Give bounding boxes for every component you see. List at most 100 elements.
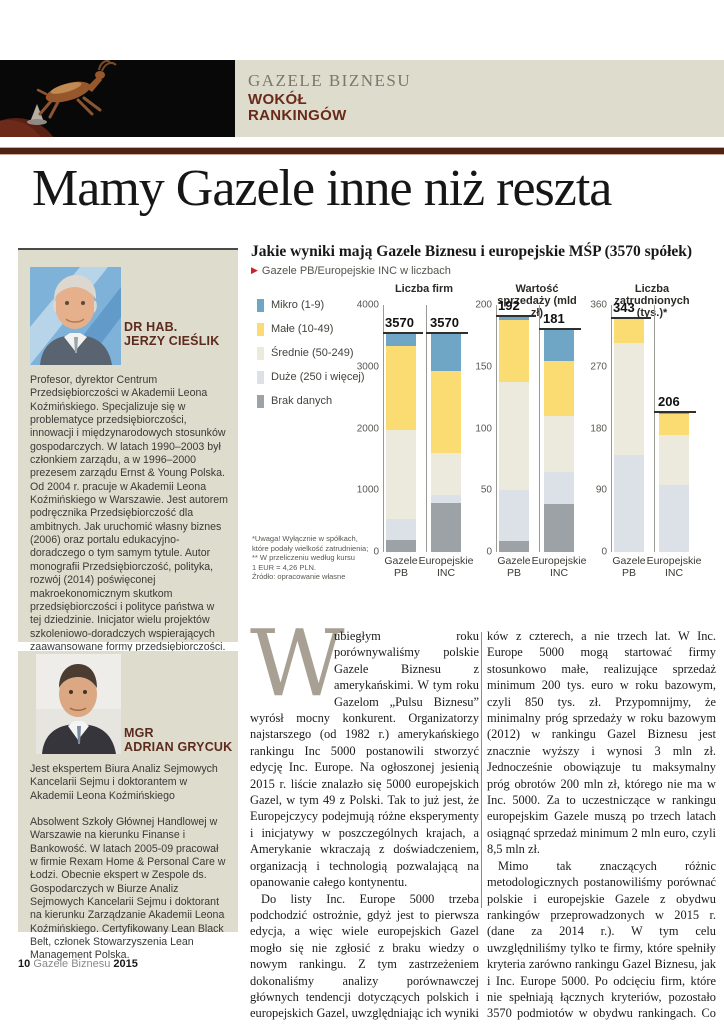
legend-swatch-male (257, 322, 264, 336)
section-title: WOKÓŁ RANKINGÓW (248, 92, 347, 124)
chart-title: Wartość sprzedaży (mld zł) (497, 283, 577, 319)
article-paragraph: Mimo tak znaczących różnic metodologiczn… (487, 858, 716, 1024)
author-portrait-icon (30, 267, 121, 365)
stacked-bar (659, 305, 689, 552)
stacked-bar (499, 305, 529, 552)
chart-wartosc-sprzedazy: Wartość sprzedaży (mld zł) 0 50 100 150 200 1… (465, 283, 586, 593)
bar-segment (386, 331, 416, 347)
legend-label: Mikro (1-9) (271, 299, 325, 311)
bar-value-label: 206 (658, 393, 680, 409)
bar-segment (386, 518, 416, 541)
stacked-bar (431, 305, 461, 552)
author-degree: DR HAB. (124, 320, 178, 334)
bar-segment (659, 414, 689, 435)
author-fullname: JERZY CIEŚLIK (124, 333, 220, 348)
x-axis-category-label: Gazele PB (384, 555, 418, 579)
legend-label: Średnie (50-249) (271, 347, 354, 359)
legend-label: Brak danych (271, 395, 333, 407)
legend-item: Mikro (1-9) (257, 293, 365, 317)
y-axis-tick-label: 90 (595, 484, 607, 496)
legend-swatch-duze (257, 370, 264, 384)
bar-value-label: 343 (613, 299, 635, 315)
legend-swatch-mikro (257, 298, 264, 312)
y-axis-tick-label: 4000 (356, 299, 379, 311)
legend-swatch-srednie (257, 346, 264, 360)
bar-segment (614, 342, 644, 456)
y-axis-tick-label: 0 (373, 546, 379, 558)
author-fullname: ADRIAN GRYCUK (124, 739, 233, 754)
y-axis-tick-label: 200 (475, 299, 492, 311)
page-title: Mamy Gazele inne niż reszta (32, 160, 612, 217)
y-axis-tick-label: 100 (475, 423, 492, 434)
author-degree: MGR (124, 726, 154, 740)
bar-value-label: 192 (498, 297, 520, 313)
article-paragraph: Do listy Inc. Europe 5000 trzeba podchod… (250, 891, 479, 1024)
bar-segment (431, 494, 461, 504)
section-line1: WOKÓŁ (248, 91, 307, 108)
chart-liczba-zatrudnionych: Liczba zatrudnionych (tys.)* 0 90 180 270 36… (580, 283, 701, 593)
y-axis-tick-label: 50 (480, 484, 492, 496)
bar-value-label: 3570 (385, 314, 414, 330)
legend-item: Brak danych (257, 389, 365, 413)
author-bio-text: Jest ekspertem Biura Analiz Sejmowych Ka… (30, 763, 218, 802)
chart-plot: 0 50 100 150 200 192 Gazele PB 181 Europejskie INC (465, 298, 586, 578)
y-axis-tick-label: 180 (590, 423, 607, 434)
bar-total-line (539, 328, 581, 331)
chart-legend: Mikro (1-9) Małe (10-49) Średnie (50-249… (257, 293, 365, 413)
bar-segment (499, 540, 529, 552)
y-axis-tick-label: 0 (486, 546, 492, 558)
infographic-subtitle: ▶ Gazele PB/Europejskie INC w liczbach (251, 265, 451, 277)
kicker: GAZELE BIZNESU (248, 71, 412, 90)
bar-segment (544, 416, 574, 472)
bar-axis-line (496, 305, 497, 552)
x-axis-category-label: Europejskie INC (418, 555, 474, 579)
bar-total-line (611, 316, 651, 319)
page-footer: 10 Gazele Biznesu 2015 (18, 958, 138, 970)
y-axis-tick-label: 270 (590, 361, 607, 373)
legend-label: Duże (250 i więcej) (271, 371, 365, 383)
author-bio-cieslik: DR HAB. JERZY CIEŚLIK Profesor, dyrektor… (18, 248, 238, 720)
bar-total-line (654, 410, 696, 413)
bar-axis-line (654, 305, 655, 552)
bar-segment (659, 434, 689, 485)
author-portrait-icon (36, 654, 121, 754)
x-axis-category-label: Gazele PB (612, 555, 646, 579)
dropcap: W (250, 610, 345, 717)
y-axis-tick-label: 150 (475, 361, 492, 373)
bar-segment (431, 503, 461, 552)
y-axis-tick-label: 3000 (356, 361, 379, 373)
stacked-bar (614, 305, 644, 552)
stacked-bar (386, 305, 416, 552)
footer-year: 2015 (113, 958, 138, 970)
y-axis-tick-label: 2000 (356, 423, 379, 434)
bar-value-label: 3570 (430, 314, 459, 330)
bar-segment (431, 453, 461, 495)
bar-segment (386, 346, 416, 430)
bar-segment (499, 490, 529, 541)
bar-axis-line (383, 305, 384, 552)
legend-item: Średnie (50-249) (257, 341, 365, 365)
bar-total-line (426, 331, 468, 334)
bar-segment (431, 371, 461, 454)
author-bio-grycuk: MGR ADRIAN GRYCUK Jest ekspertem Biura A… (18, 651, 238, 961)
legend-item: Duże (250 i więcej) (257, 365, 365, 389)
bar-segment (659, 484, 689, 552)
bar-value-label: 181 (543, 311, 565, 327)
author-name: MGR ADRIAN GRYCUK (124, 726, 233, 754)
bar-segment (544, 503, 574, 552)
bar-segment (544, 360, 574, 417)
article-column-2: ków z czterech, a nie trzech lat. W Inc.… (487, 628, 716, 1024)
stacked-bar (544, 305, 574, 552)
bar-segment (499, 314, 529, 320)
bar-axis-line (426, 305, 427, 552)
subtitle-text: Gazele PB/Europejskie INC w liczbach (261, 265, 451, 277)
author-bio-text: Profesor, dyrektor Centrum Przedsiębiorc… (30, 374, 229, 720)
section-line2: RANKINGÓW (248, 107, 347, 124)
author-photo (30, 267, 121, 365)
chart-title: Liczba firm (394, 283, 454, 295)
x-axis-category-label: Europejskie INC (646, 555, 702, 579)
chart-footnote: *Uwaga! Wyłącznie w spółkach, które poda… (252, 534, 369, 581)
